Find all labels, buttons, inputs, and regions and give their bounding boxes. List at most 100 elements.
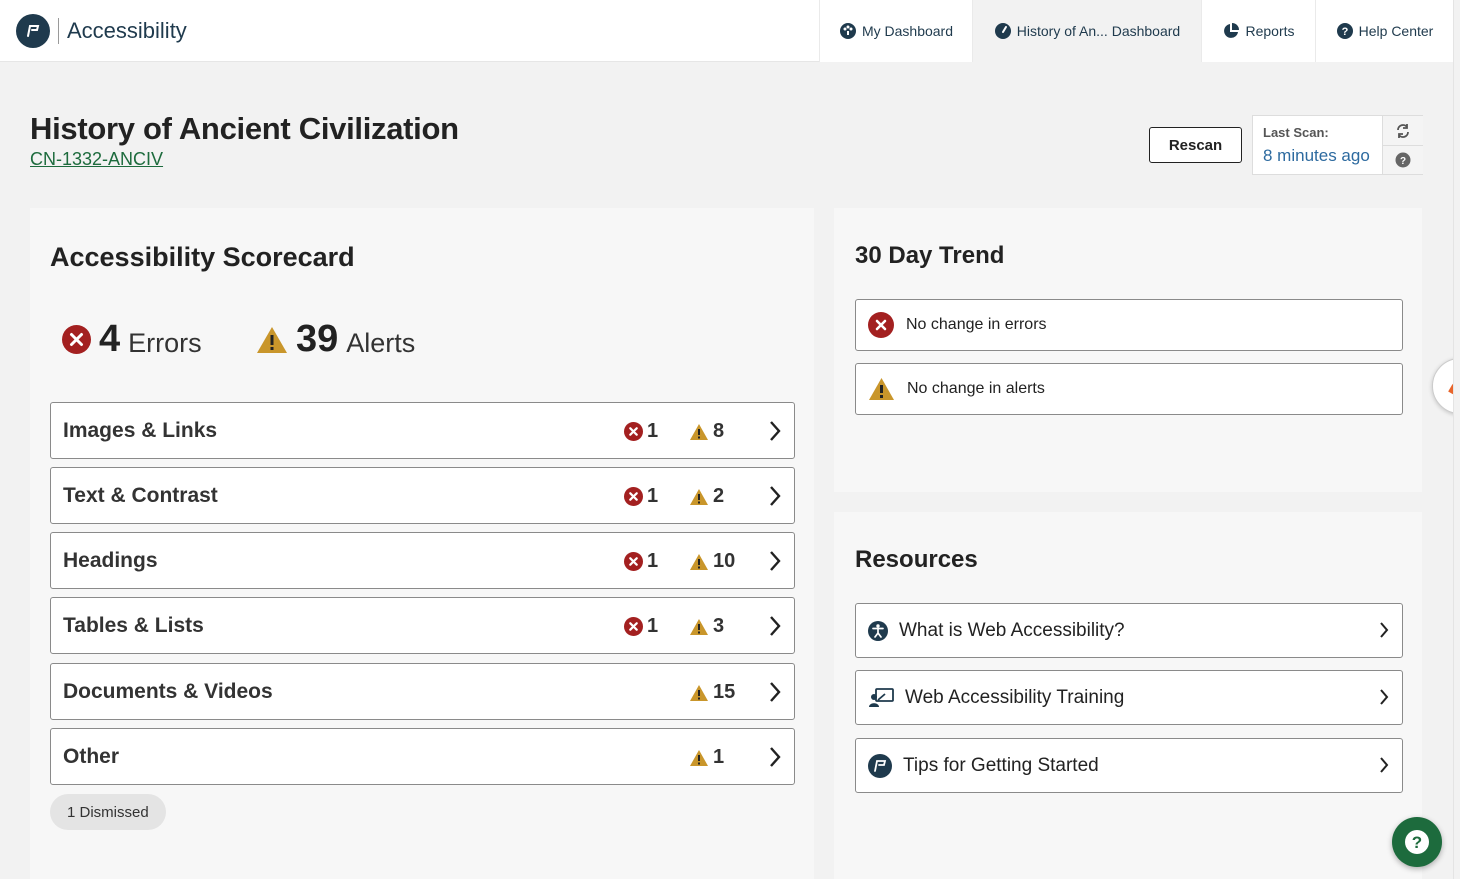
scrollbar[interactable]	[1453, 0, 1460, 879]
category-error-count: 1	[647, 485, 659, 507]
resource-web-accessibility-training[interactable]: Web Accessibility Training	[855, 670, 1403, 725]
page-title: History of Ancient Civilization	[30, 111, 459, 146]
chevron-right-icon	[770, 551, 781, 571]
category-name: Headings	[63, 549, 158, 572]
category-errors: 1	[624, 420, 658, 443]
category-alert-count: 2	[713, 485, 725, 507]
tab-label: History of An... Dashboard	[1016, 23, 1181, 39]
error-icon	[624, 552, 643, 571]
course-code-link[interactable]: CN-1332-ANCIV	[30, 149, 164, 169]
resource-label: Tips for Getting Started	[903, 754, 1099, 776]
trend-title: 30 Day Trend	[855, 242, 1005, 269]
dismissed-button[interactable]: 1 Dismissed	[50, 794, 166, 830]
chevron-right-icon	[770, 616, 781, 636]
brand[interactable]: Accessibility	[16, 14, 187, 48]
warning-icon	[690, 749, 708, 766]
tab-course-dashboard[interactable]: History of An... Dashboard	[972, 0, 1201, 62]
category-alert-count: 8	[713, 420, 725, 442]
category-alerts: 15	[689, 681, 735, 704]
tab-reports[interactable]: Reports	[1201, 0, 1315, 62]
accessibility-icon	[868, 620, 888, 641]
category-alerts: 2	[689, 485, 724, 508]
category-name: Documents & Videos	[63, 680, 273, 703]
alerts-count: 39	[296, 318, 339, 360]
category-name: Other	[63, 745, 120, 768]
brand-title: Accessibility	[67, 18, 187, 43]
last-scan-value: 8 minutes ago	[1263, 146, 1370, 165]
error-icon	[624, 617, 643, 636]
last-scan-label: Last Scan:	[1263, 125, 1329, 140]
errors-summary: 4 Errors	[62, 318, 202, 361]
svg-text:?: ?	[1412, 833, 1422, 852]
last-scan-help-button[interactable]: ?	[1383, 145, 1423, 174]
chevron-right-icon	[770, 747, 781, 767]
chevron-right-icon	[1380, 622, 1389, 638]
category-errors: 1	[624, 485, 658, 508]
category-error-count: 1	[647, 550, 659, 572]
category-error-count: 1	[647, 615, 659, 637]
category-row-documents-videos[interactable]: Documents & Videos 15	[50, 663, 795, 720]
error-icon	[624, 487, 643, 506]
category-row-text-contrast[interactable]: Text & Contrast 1 2	[50, 467, 795, 524]
category-alert-count: 15	[713, 681, 736, 703]
help-floating-button[interactable]: ?	[1392, 817, 1442, 867]
refresh-icon	[1397, 123, 1409, 138]
category-error-count: 1	[647, 420, 659, 442]
last-scan-box: Last Scan: 8 minutes ago ?	[1252, 115, 1423, 175]
rescan-button[interactable]: Rescan	[1149, 127, 1242, 163]
last-scan-actions: ?	[1382, 116, 1423, 174]
svg-text:?: ?	[1341, 26, 1348, 38]
warning-icon	[257, 326, 287, 353]
resource-tips-getting-started[interactable]: Tips for Getting Started	[855, 738, 1403, 793]
category-name: Text & Contrast	[63, 484, 218, 507]
category-alert-count: 10	[713, 550, 736, 572]
category-alerts: 8	[689, 420, 724, 443]
trend-errors-text: No change in errors	[906, 316, 1047, 333]
resource-what-is-web-accessibility[interactable]: What is Web Accessibility?	[855, 603, 1403, 658]
gauge-icon	[994, 23, 1011, 39]
category-name: Tables & Lists	[63, 614, 204, 637]
error-icon	[62, 325, 91, 354]
errors-count: 4	[99, 318, 121, 360]
trend-errors: No change in errors	[855, 299, 1403, 351]
trend-alerts-text: No change in alerts	[907, 380, 1045, 397]
error-icon	[624, 422, 643, 441]
warning-icon	[690, 684, 708, 701]
category-row-headings[interactable]: Headings 1 10	[50, 532, 795, 589]
warning-icon	[690, 423, 708, 440]
warning-icon	[869, 378, 894, 400]
resource-label: What is Web Accessibility?	[899, 619, 1125, 641]
scorecard-title: Accessibility Scorecard	[50, 242, 355, 272]
category-row-images-links[interactable]: Images & Links 1 8	[50, 402, 795, 459]
brand-logo-icon	[868, 753, 892, 778]
tab-my-dashboard[interactable]: My Dashboard	[819, 0, 972, 62]
tab-label: My Dashboard	[861, 23, 954, 39]
question-circle-icon: ?	[1405, 830, 1429, 854]
warning-icon	[690, 553, 708, 570]
brand-divider	[58, 18, 59, 44]
resources-title: Resources	[855, 546, 978, 573]
warning-icon	[690, 618, 708, 635]
tab-label: Reports	[1245, 23, 1295, 39]
errors-word: Errors	[128, 328, 202, 358]
tab-help-center[interactable]: ? Help Center	[1315, 0, 1453, 62]
chevron-right-icon	[1380, 757, 1389, 773]
warning-icon	[690, 488, 708, 505]
question-circle-icon: ?	[1336, 23, 1353, 39]
category-row-tables-lists[interactable]: Tables & Lists 1 3	[50, 597, 795, 654]
refresh-button[interactable]	[1383, 116, 1423, 145]
category-alert-count: 1	[713, 746, 725, 768]
alerts-summary: 39 Alerts	[256, 318, 415, 361]
category-errors: 1	[624, 615, 658, 638]
category-alert-count: 3	[713, 615, 725, 637]
category-errors: 1	[624, 550, 658, 573]
chevron-right-icon	[770, 486, 781, 506]
category-row-other[interactable]: Other 1	[50, 728, 795, 785]
brand-logo-icon	[16, 14, 50, 48]
dashboard-icon	[839, 23, 856, 39]
resource-label: Web Accessibility Training	[905, 686, 1125, 708]
category-alerts: 3	[689, 615, 724, 638]
chevron-right-icon	[770, 682, 781, 702]
category-name: Images & Links	[63, 419, 218, 442]
top-navigation: Accessibility My Dashboard History of An…	[0, 0, 1460, 62]
